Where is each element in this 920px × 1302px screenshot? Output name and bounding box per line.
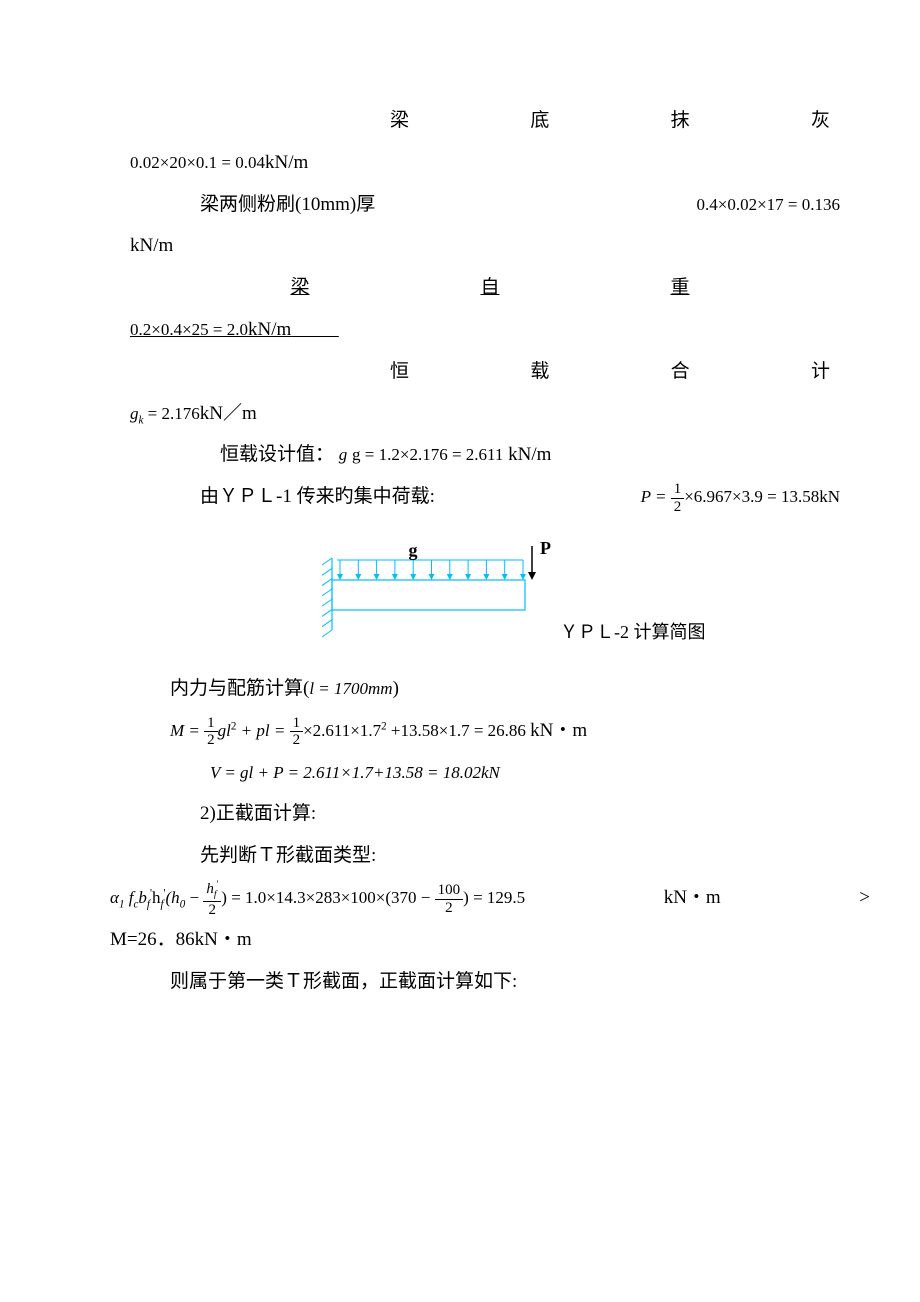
char: 梁 — [290, 267, 309, 309]
label: 梁两侧粉刷(10mm)厚 — [200, 184, 375, 226]
expr: 0.4×0.02×17 = 0.136 — [696, 186, 840, 223]
char: 重 — [670, 267, 689, 309]
char: 计 — [811, 351, 830, 393]
char: 梁 — [390, 100, 409, 142]
unit: kN/m — [265, 152, 308, 173]
svg-text:P: P — [540, 538, 551, 558]
heading-dead-load-total: 恒 载 合 计 — [390, 351, 830, 393]
unit-line: kN/m — [130, 225, 860, 267]
calc-self-weight: 0.2×0.4×25 = 2.0kN/m — [130, 309, 860, 351]
char: 合 — [671, 351, 690, 393]
beam-diagram: g P ＹＰＬ-2 计算简图 — [310, 538, 860, 658]
t-section-check: 先判断Ｔ形截面类型: — [200, 835, 860, 877]
heading-self-weight: _ 梁 自 重 _ — [130, 267, 860, 309]
section-2: 2)正截面计算: — [200, 793, 860, 835]
heading-plaster: 梁 底 抹 灰 — [390, 100, 830, 142]
calc-T-capacity: α1 fcbf'hf'(h0 − hf'2) = 1.0×14.3×283×10… — [110, 877, 870, 919]
char: 灰 — [811, 100, 830, 142]
conclusion: 则属于第一类Ｔ形截面，正截面计算如下: — [170, 961, 860, 1003]
svg-text:g: g — [409, 540, 418, 560]
calc-M: M = 12gl2 + pl = 12×2.611×1.72 +13.58×1.… — [170, 710, 860, 752]
calc-M-compare: M=26．86kN・m — [110, 919, 860, 961]
calc-P: 由ＹＰＬ-1 传来旳集中荷载: P = 12×6.967×3.9 = 13.58… — [200, 476, 840, 518]
diagram-caption: ＹＰＬ-2 计算简图 — [560, 618, 706, 644]
char: 底 — [530, 100, 549, 142]
char: 恒 — [390, 351, 409, 393]
calc-gk: gk = 2.176kN／m — [130, 393, 860, 435]
char: 抹 — [671, 100, 690, 142]
section-internal-force: 内力与配筋计算(l = 1700mm) — [170, 668, 860, 710]
calc-design-g: 恒载设计值： g g = 1.2×2.176 = 2.611 g = 1.2×2… — [220, 434, 860, 476]
char: 载 — [530, 351, 549, 393]
calc-plaster: 0.02×20×0.1 = 0.04kN/m — [130, 142, 860, 184]
expr: 0.02×20×0.1 = 0.04 — [130, 153, 265, 172]
char: 自 — [480, 267, 499, 309]
calc-V: V = gl + P = 2.611×1.7+13.58 = 18.02kN — [210, 752, 860, 794]
calc-side-coat: 梁两侧粉刷(10mm)厚 0.4×0.02×17 = 0.136 — [200, 184, 840, 226]
